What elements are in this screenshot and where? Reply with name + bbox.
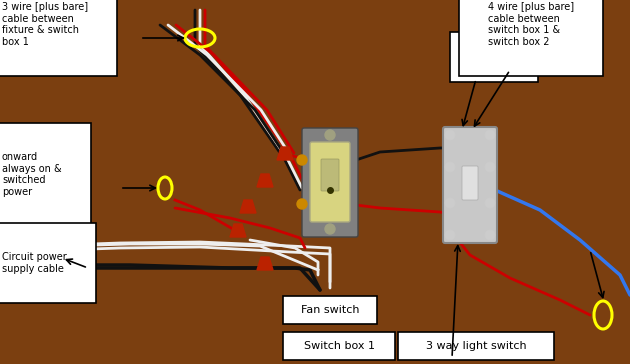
Text: Switch box 1: Switch box 1: [304, 341, 374, 351]
Circle shape: [325, 224, 335, 234]
Circle shape: [485, 198, 495, 208]
Polygon shape: [277, 147, 293, 160]
Circle shape: [445, 198, 455, 208]
Text: Common
screw: Common screw: [469, 46, 519, 68]
Text: Circuit power
supply cable: Circuit power supply cable: [2, 252, 67, 274]
Polygon shape: [230, 224, 246, 237]
Circle shape: [325, 130, 335, 140]
Polygon shape: [257, 257, 273, 270]
Circle shape: [297, 199, 307, 209]
Text: Fan switch: Fan switch: [301, 305, 359, 315]
Text: 4 wire [plus bare]
cable between
switch box 1 &
switch box 2: 4 wire [plus bare] cable between switch …: [488, 2, 574, 47]
Polygon shape: [240, 200, 256, 213]
Circle shape: [485, 130, 495, 140]
FancyBboxPatch shape: [321, 159, 339, 191]
FancyBboxPatch shape: [398, 332, 554, 360]
Polygon shape: [257, 174, 273, 187]
Circle shape: [445, 162, 455, 172]
Text: 3 wire [plus bare]
cable between
fixture & switch
box 1: 3 wire [plus bare] cable between fixture…: [2, 2, 88, 47]
Circle shape: [485, 162, 495, 172]
Text: onward
always on &
switched
power: onward always on & switched power: [2, 152, 62, 197]
FancyBboxPatch shape: [310, 142, 350, 222]
Circle shape: [297, 155, 307, 165]
Text: 3 way light switch: 3 way light switch: [426, 341, 526, 351]
Circle shape: [445, 230, 455, 240]
FancyBboxPatch shape: [302, 128, 358, 237]
FancyBboxPatch shape: [450, 32, 538, 82]
FancyBboxPatch shape: [443, 127, 497, 243]
FancyBboxPatch shape: [283, 296, 377, 324]
FancyBboxPatch shape: [462, 166, 478, 200]
FancyBboxPatch shape: [283, 332, 395, 360]
Circle shape: [445, 130, 455, 140]
Circle shape: [485, 230, 495, 240]
